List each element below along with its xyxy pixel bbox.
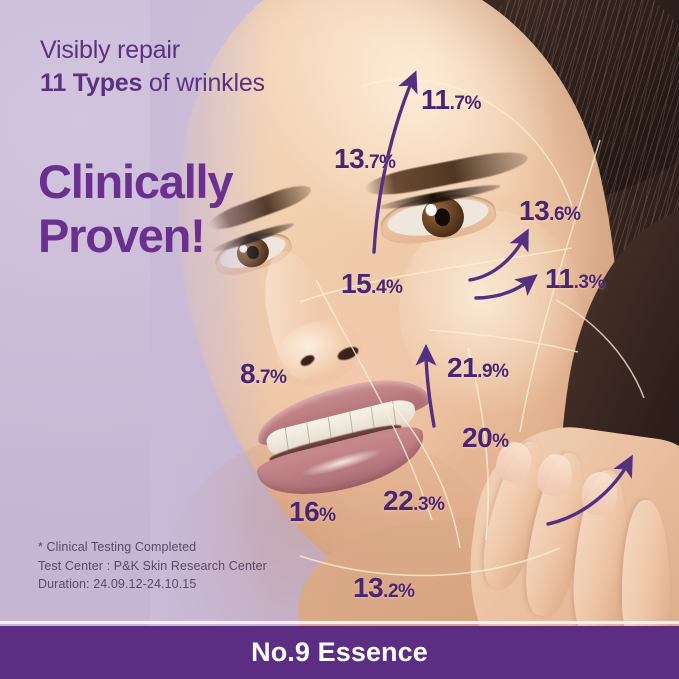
percent-label-mid-cheek: 21.9%	[447, 352, 509, 384]
percent-decimal: %	[319, 505, 336, 526]
percent-decimal: .4%	[371, 277, 403, 298]
claim-line-2: Proven!	[38, 208, 206, 262]
photo-left-fade	[150, 0, 270, 679]
percent-label-outer-eye-upper: 13.6%	[519, 195, 581, 227]
headline-types-rest: of wrinkles	[142, 69, 265, 97]
percent-decimal: .3%	[413, 494, 445, 515]
percent-label-neck: 13.2%	[353, 572, 415, 604]
percent-decimal: .7%	[255, 367, 287, 388]
percent-label-jawline: 22.3%	[383, 485, 445, 517]
percent-label-lower-cheek: 20%	[462, 422, 509, 454]
footnote-line-2: Test Center : P&K Skin Research Center	[38, 558, 267, 573]
percent-integer: 16	[289, 496, 320, 527]
percent-label-forehead-upper: 11.7%	[421, 84, 481, 116]
headline: Visibly repair 11 Types of wrinkles	[40, 34, 265, 100]
percent-decimal: .3%	[573, 272, 606, 293]
percent-label-crows-feet: 11.3%	[545, 263, 605, 295]
percent-integer: 22	[383, 485, 414, 516]
percent-decimal: .7%	[364, 152, 396, 173]
percent-label-nasolabial-outer: 8.7%	[240, 358, 287, 390]
percent-decimal: .7%	[449, 93, 482, 114]
bottom-brand-bar: No.9 Essence	[0, 626, 679, 679]
claim-headline: Clinically Proven!	[38, 155, 234, 262]
headline-line-1: Visibly repair	[40, 36, 180, 64]
claim-line-1: Clinically	[38, 155, 234, 208]
percent-label-forehead-lower: 13.7%	[334, 143, 396, 175]
percent-integer: 11	[545, 263, 574, 294]
percent-integer: 13	[519, 195, 550, 226]
percent-integer: 15	[341, 268, 372, 299]
percent-integer: 13	[353, 572, 384, 603]
percent-integer: 8	[240, 358, 256, 389]
footnote-line-3: Duration: 24.09.12-24.10.15	[38, 577, 197, 591]
percent-decimal: .2%	[383, 581, 415, 602]
percent-integer: 21	[447, 352, 478, 383]
headline-line-2: 11 Types of wrinkles	[40, 67, 265, 100]
percent-integer: 13	[334, 143, 365, 174]
percent-integer: 20	[462, 422, 493, 453]
percent-decimal: .6%	[549, 204, 581, 225]
brand-name: No.9 Essence	[251, 637, 428, 667]
bottom-bar-rule	[0, 621, 679, 624]
percent-decimal: .9%	[477, 361, 509, 382]
headline-types-bold: 11 Types	[40, 69, 143, 97]
percent-decimal: %	[492, 431, 509, 452]
percent-label-under-eye: 15.4%	[341, 268, 403, 300]
footnote-line-1: * Clinical Testing Completed	[38, 540, 197, 554]
percent-integer: 11	[421, 84, 450, 115]
clinical-footnote: * Clinical Testing Completed Test Center…	[38, 538, 267, 594]
percent-label-chin: 16%	[289, 496, 336, 528]
